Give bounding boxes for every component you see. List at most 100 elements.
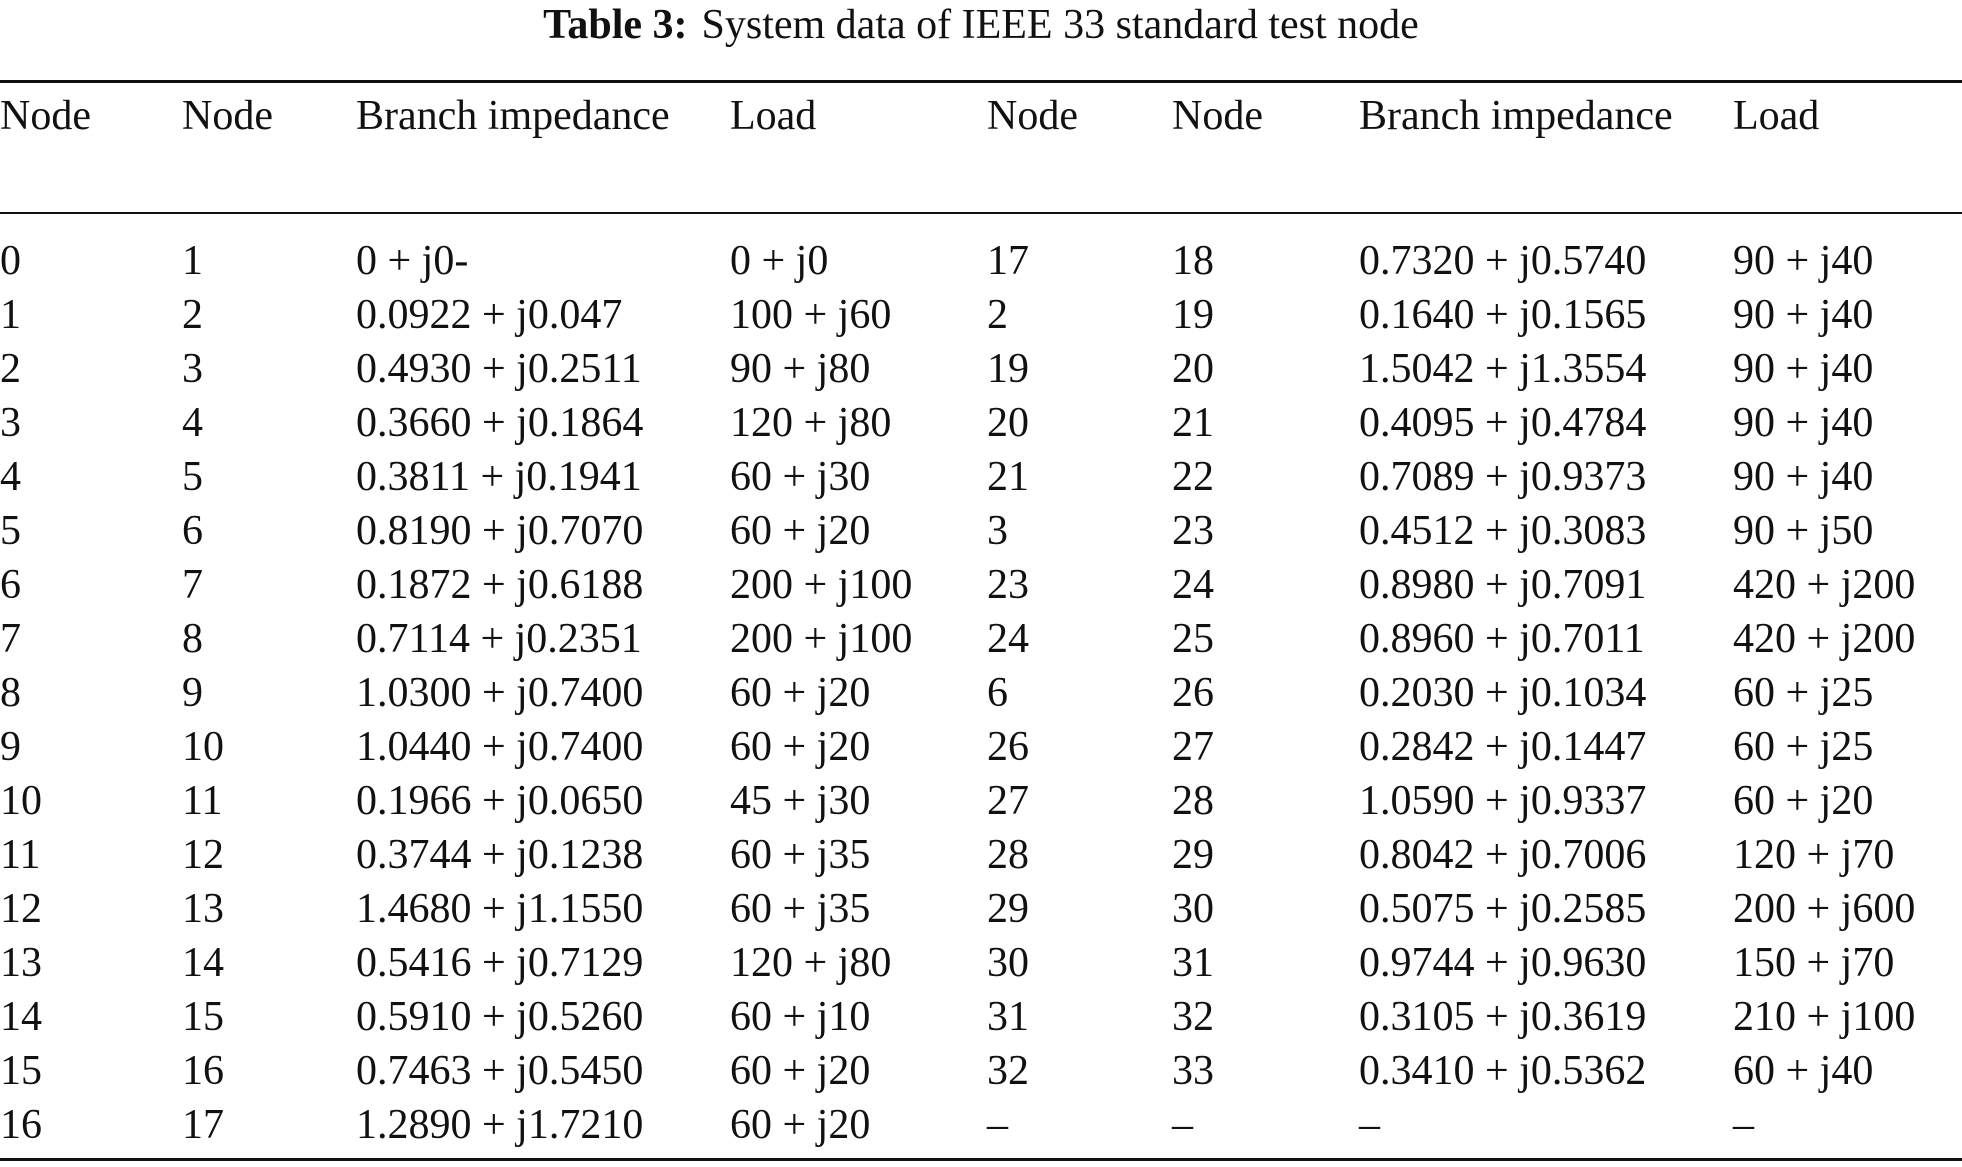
cell-to-node-left: 3 xyxy=(182,346,203,392)
table-header-rule xyxy=(0,212,1962,214)
cell-to-node-left: 17 xyxy=(182,1102,224,1148)
cell-load-right: – xyxy=(1733,1102,1754,1148)
table-bottom-rule xyxy=(0,1158,1962,1161)
cell-from-node-left: 11 xyxy=(0,832,41,878)
cell-load-left: 60 + j35 xyxy=(730,832,871,878)
table-row: 13 14 0.5416 + j0.7129 120 + j80 30 31 0.9744 … xyxy=(0,936,1962,990)
cell-load-left: 60 + j20 xyxy=(730,508,871,554)
cell-to-node-right: 32 xyxy=(1172,994,1214,1040)
cell-to-node-left: 6 xyxy=(182,508,203,554)
cell-load-left: 45 + j30 xyxy=(730,778,871,824)
table-caption-text: System data of IEEE 33 standard test nod… xyxy=(701,2,1419,48)
cell-from-node-right: 28 xyxy=(987,832,1029,878)
header-cell-from-node-left: Node xyxy=(0,93,91,139)
cell-to-node-left: 14 xyxy=(182,940,224,986)
table-row: 15 16 0.7463 + j0.5450 60 + j20 32 33 0.3410 +… xyxy=(0,1044,1962,1098)
cell-branch-impedance-left: 0.8190 + j0.7070 xyxy=(356,508,644,554)
cell-branch-impedance-left: 0.0922 + j0.047 xyxy=(356,292,623,338)
header-cell-to-node-left: Node xyxy=(182,93,273,139)
cell-from-node-right: 23 xyxy=(987,562,1029,608)
cell-load-left: 60 + j20 xyxy=(730,1048,871,1094)
header-cell-from-node-right: Node xyxy=(987,93,1078,139)
cell-load-left: 60 + j20 xyxy=(730,670,871,716)
table-row: 3 4 0.3660 + j0.1864 120 + j80 20 21 0.4095 + … xyxy=(0,396,1962,450)
table-row: 8 9 1.0300 + j0.7400 60 + j20 6 26 0.2030 + j0… xyxy=(0,666,1962,720)
table-row: 11 12 0.3744 + j0.1238 60 + j35 28 29 0.8042 +… xyxy=(0,828,1962,882)
cell-to-node-right: 18 xyxy=(1172,238,1214,284)
cell-to-node-right: 23 xyxy=(1172,508,1214,554)
header-spacer xyxy=(0,212,1962,234)
cell-to-node-left: 4 xyxy=(182,400,203,446)
cell-from-node-left: 6 xyxy=(0,562,21,608)
cell-load-right: 60 + j20 xyxy=(1733,778,1874,824)
header-cell-branch-impedance-left: Branch impedance xyxy=(356,93,670,139)
header-cell-load-right: Load xyxy=(1733,93,1820,139)
cell-to-node-right: 25 xyxy=(1172,616,1214,662)
cell-branch-impedance-right: 0.8980 + j0.7091 xyxy=(1359,562,1647,608)
cell-to-node-right: 26 xyxy=(1172,670,1214,716)
cell-branch-impedance-left: 0.7114 + j0.2351 xyxy=(356,616,642,662)
cell-load-left: 90 + j80 xyxy=(730,346,871,392)
cell-from-node-left: 15 xyxy=(0,1048,42,1094)
table-row: 0 1 0 + j0- 0 + j0 17 18 0.7320 + j0.5740 90 + … xyxy=(0,234,1962,288)
cell-from-node-right: 30 xyxy=(987,940,1029,986)
cell-branch-impedance-left: 0.3811 + j0.1941 xyxy=(356,454,642,500)
cell-to-node-left: 7 xyxy=(182,562,203,608)
cell-to-node-left: 10 xyxy=(182,724,224,770)
cell-to-node-right: 22 xyxy=(1172,454,1214,500)
table-row: 12 13 1.4680 + j1.1550 60 + j35 29 30 0.5075 +… xyxy=(0,882,1962,936)
cell-load-right: 420 + j200 xyxy=(1733,562,1916,608)
cell-to-node-right: 21 xyxy=(1172,400,1214,446)
cell-branch-impedance-left: 0.3660 + j0.1864 xyxy=(356,400,644,446)
cell-branch-impedance-right: – xyxy=(1359,1102,1380,1148)
cell-from-node-left: 7 xyxy=(0,616,21,662)
cell-from-node-left: 0 xyxy=(0,238,21,284)
cell-to-node-left: 13 xyxy=(182,886,224,932)
cell-load-right: 60 + j25 xyxy=(1733,724,1874,770)
cell-from-node-left: 5 xyxy=(0,508,21,554)
cell-branch-impedance-right: 0.4095 + j0.4784 xyxy=(1359,400,1647,446)
cell-branch-impedance-right: 0.2842 + j0.1447 xyxy=(1359,724,1647,770)
cell-branch-impedance-right: 0.8042 + j0.7006 xyxy=(1359,832,1647,878)
cell-branch-impedance-left: 1.4680 + j1.1550 xyxy=(356,886,644,932)
cell-to-node-left: 9 xyxy=(182,670,203,716)
cell-from-node-left: 9 xyxy=(0,724,21,770)
cell-load-right: 150 + j70 xyxy=(1733,940,1895,986)
table-header: Node Node Branch impedance Load Node Nod… xyxy=(0,90,1962,234)
cell-from-node-right: 32 xyxy=(987,1048,1029,1094)
cell-from-node-right: 31 xyxy=(987,994,1029,1040)
cell-load-right: 90 + j40 xyxy=(1733,454,1874,500)
cell-branch-impedance-right: 0.5075 + j0.2585 xyxy=(1359,886,1647,932)
table-row: 14 15 0.5910 + j0.5260 60 + j10 31 32 0.3105 +… xyxy=(0,990,1962,1044)
cell-load-right: 210 + j100 xyxy=(1733,994,1916,1040)
cell-branch-impedance-right: 0.7089 + j0.9373 xyxy=(1359,454,1647,500)
cell-load-left: 100 + j60 xyxy=(730,292,892,338)
cell-from-node-right: 3 xyxy=(987,508,1008,554)
cell-from-node-left: 12 xyxy=(0,886,42,932)
cell-branch-impedance-left: 0.7463 + j0.5450 xyxy=(356,1048,644,1094)
table-row: 5 6 0.8190 + j0.7070 60 + j20 3 23 0.4512 + j0… xyxy=(0,504,1962,558)
cell-to-node-right: 19 xyxy=(1172,292,1214,338)
cell-branch-impedance-right: 0.1640 + j0.1565 xyxy=(1359,292,1647,338)
cell-to-node-right: 33 xyxy=(1172,1048,1214,1094)
cell-load-left: 60 + j10 xyxy=(730,994,871,1040)
cell-to-node-left: 2 xyxy=(182,292,203,338)
cell-load-right: 90 + j40 xyxy=(1733,400,1874,446)
cell-to-node-left: 5 xyxy=(182,454,203,500)
cell-load-right: 120 + j70 xyxy=(1733,832,1895,878)
cell-to-node-right: 20 xyxy=(1172,346,1214,392)
cell-from-node-right: 2 xyxy=(987,292,1008,338)
header-cell-to-node-right: Node xyxy=(1172,93,1263,139)
table-row: 2 3 0.4930 + j0.2511 90 + j80 19 20 1.5042 + j… xyxy=(0,342,1962,396)
system-data-table: Node Node Branch impedance Load Node Nod… xyxy=(0,90,1962,1152)
cell-branch-impedance-left: 0.5910 + j0.5260 xyxy=(356,994,644,1040)
cell-to-node-left: 1 xyxy=(182,238,203,284)
cell-from-node-left: 8 xyxy=(0,670,21,716)
cell-to-node-right: 29 xyxy=(1172,832,1214,878)
cell-from-node-left: 1 xyxy=(0,292,21,338)
table-top-rule xyxy=(0,80,1962,83)
cell-branch-impedance-left: 0 + j0- xyxy=(356,238,469,284)
cell-load-left: 120 + j80 xyxy=(730,400,892,446)
cell-from-node-left: 14 xyxy=(0,994,42,1040)
cell-load-right: 200 + j600 xyxy=(1733,886,1916,932)
